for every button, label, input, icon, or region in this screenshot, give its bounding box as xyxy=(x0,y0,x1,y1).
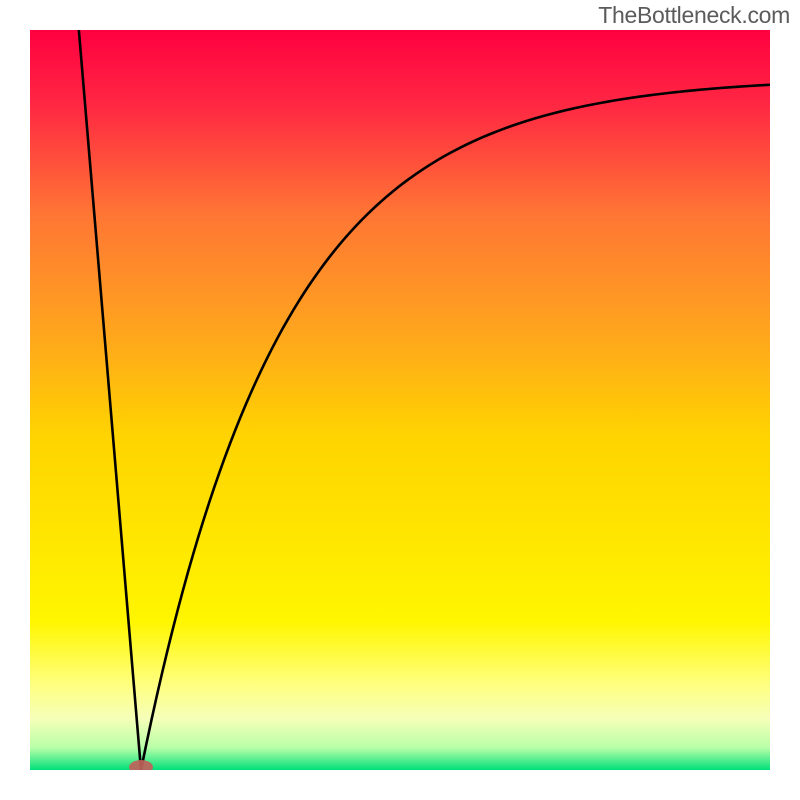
chart-frame xyxy=(30,30,770,770)
gradient-background xyxy=(30,30,770,770)
watermark-text: TheBottleneck.com xyxy=(598,2,790,29)
bottleneck-chart xyxy=(30,30,770,770)
